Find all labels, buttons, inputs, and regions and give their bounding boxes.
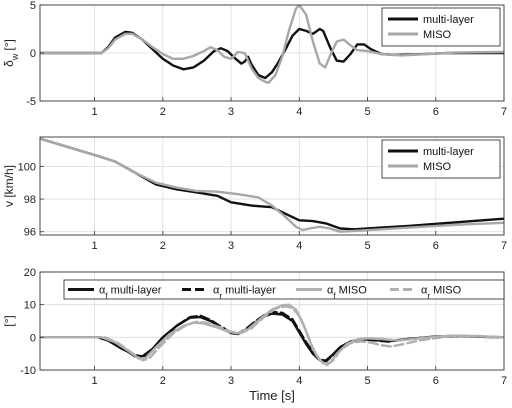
- x-tick-label: 6: [433, 375, 439, 387]
- y-axis-label: [°]: [2, 315, 16, 326]
- x-tick-label: 5: [364, 375, 370, 387]
- y-axis-label: v [km/h]: [2, 165, 16, 207]
- x-tick-label: 5: [364, 240, 370, 252]
- series-line-2: [40, 303, 504, 365]
- x-tick-label: 4: [296, 375, 302, 387]
- legend-label: MISO: [423, 29, 452, 41]
- y-tick-label: 5: [30, 0, 36, 12]
- y-tick-label: -10: [20, 365, 36, 377]
- x-tick-label: 7: [501, 375, 507, 387]
- x-tick-label: 1: [92, 106, 98, 118]
- legend-label: MISO: [423, 161, 452, 173]
- legend-label: multi-layer: [423, 14, 474, 26]
- x-tick-label: 2: [160, 106, 166, 118]
- x-tick-label: 5: [364, 106, 370, 118]
- y-tick-label: 96: [24, 227, 36, 239]
- x-tick-label: 4: [296, 240, 302, 252]
- x-tick-label: 2: [160, 375, 166, 387]
- x-axis-label: Time [s]: [249, 388, 295, 403]
- x-tick-label: 3: [228, 375, 234, 387]
- x-tick-label: 1: [92, 375, 98, 387]
- legend-label: αr MISO: [421, 285, 462, 301]
- x-tick-label: 7: [501, 106, 507, 118]
- legend-box: [381, 7, 501, 47]
- y-tick-label: 20: [24, 267, 36, 279]
- axes-frame: [39, 136, 505, 236]
- x-tick-label: 1: [92, 240, 98, 252]
- legend-box: [63, 279, 505, 300]
- x-tick-label: 6: [433, 106, 439, 118]
- legend-label: αr multi-layer: [213, 285, 276, 301]
- series-line-3: [40, 305, 504, 367]
- y-tick-label: 0: [30, 332, 36, 344]
- y-tick-label: 98: [24, 194, 36, 206]
- y-tick-label: 10: [24, 300, 36, 312]
- legend-label: αf MISO: [327, 285, 367, 301]
- series-line-0: [40, 27, 504, 80]
- series-line-1: [40, 137, 504, 233]
- x-tick-label: 6: [433, 240, 439, 252]
- x-tick-label: 2: [160, 240, 166, 252]
- x-tick-label: 4: [296, 106, 302, 118]
- y-tick-label: -5: [26, 96, 36, 108]
- legend-label: multi-layer: [423, 146, 474, 158]
- series-line-1: [40, 5, 504, 85]
- axes-frame: [39, 271, 505, 371]
- legend-label: αf multi-layer: [99, 285, 162, 301]
- y-tick-label: 100: [18, 161, 36, 173]
- slip-angle-panel: 1 2 3 4 5 6 7 -10 0 10 20 [°] Time [s] αf multi-layer…: [2, 267, 507, 403]
- y-tick-label: 0: [30, 48, 36, 60]
- x-tick-label: 3: [228, 240, 234, 252]
- x-tick-label: 7: [501, 240, 507, 252]
- x-tick-label: 3: [228, 106, 234, 118]
- legend-box: [381, 139, 501, 179]
